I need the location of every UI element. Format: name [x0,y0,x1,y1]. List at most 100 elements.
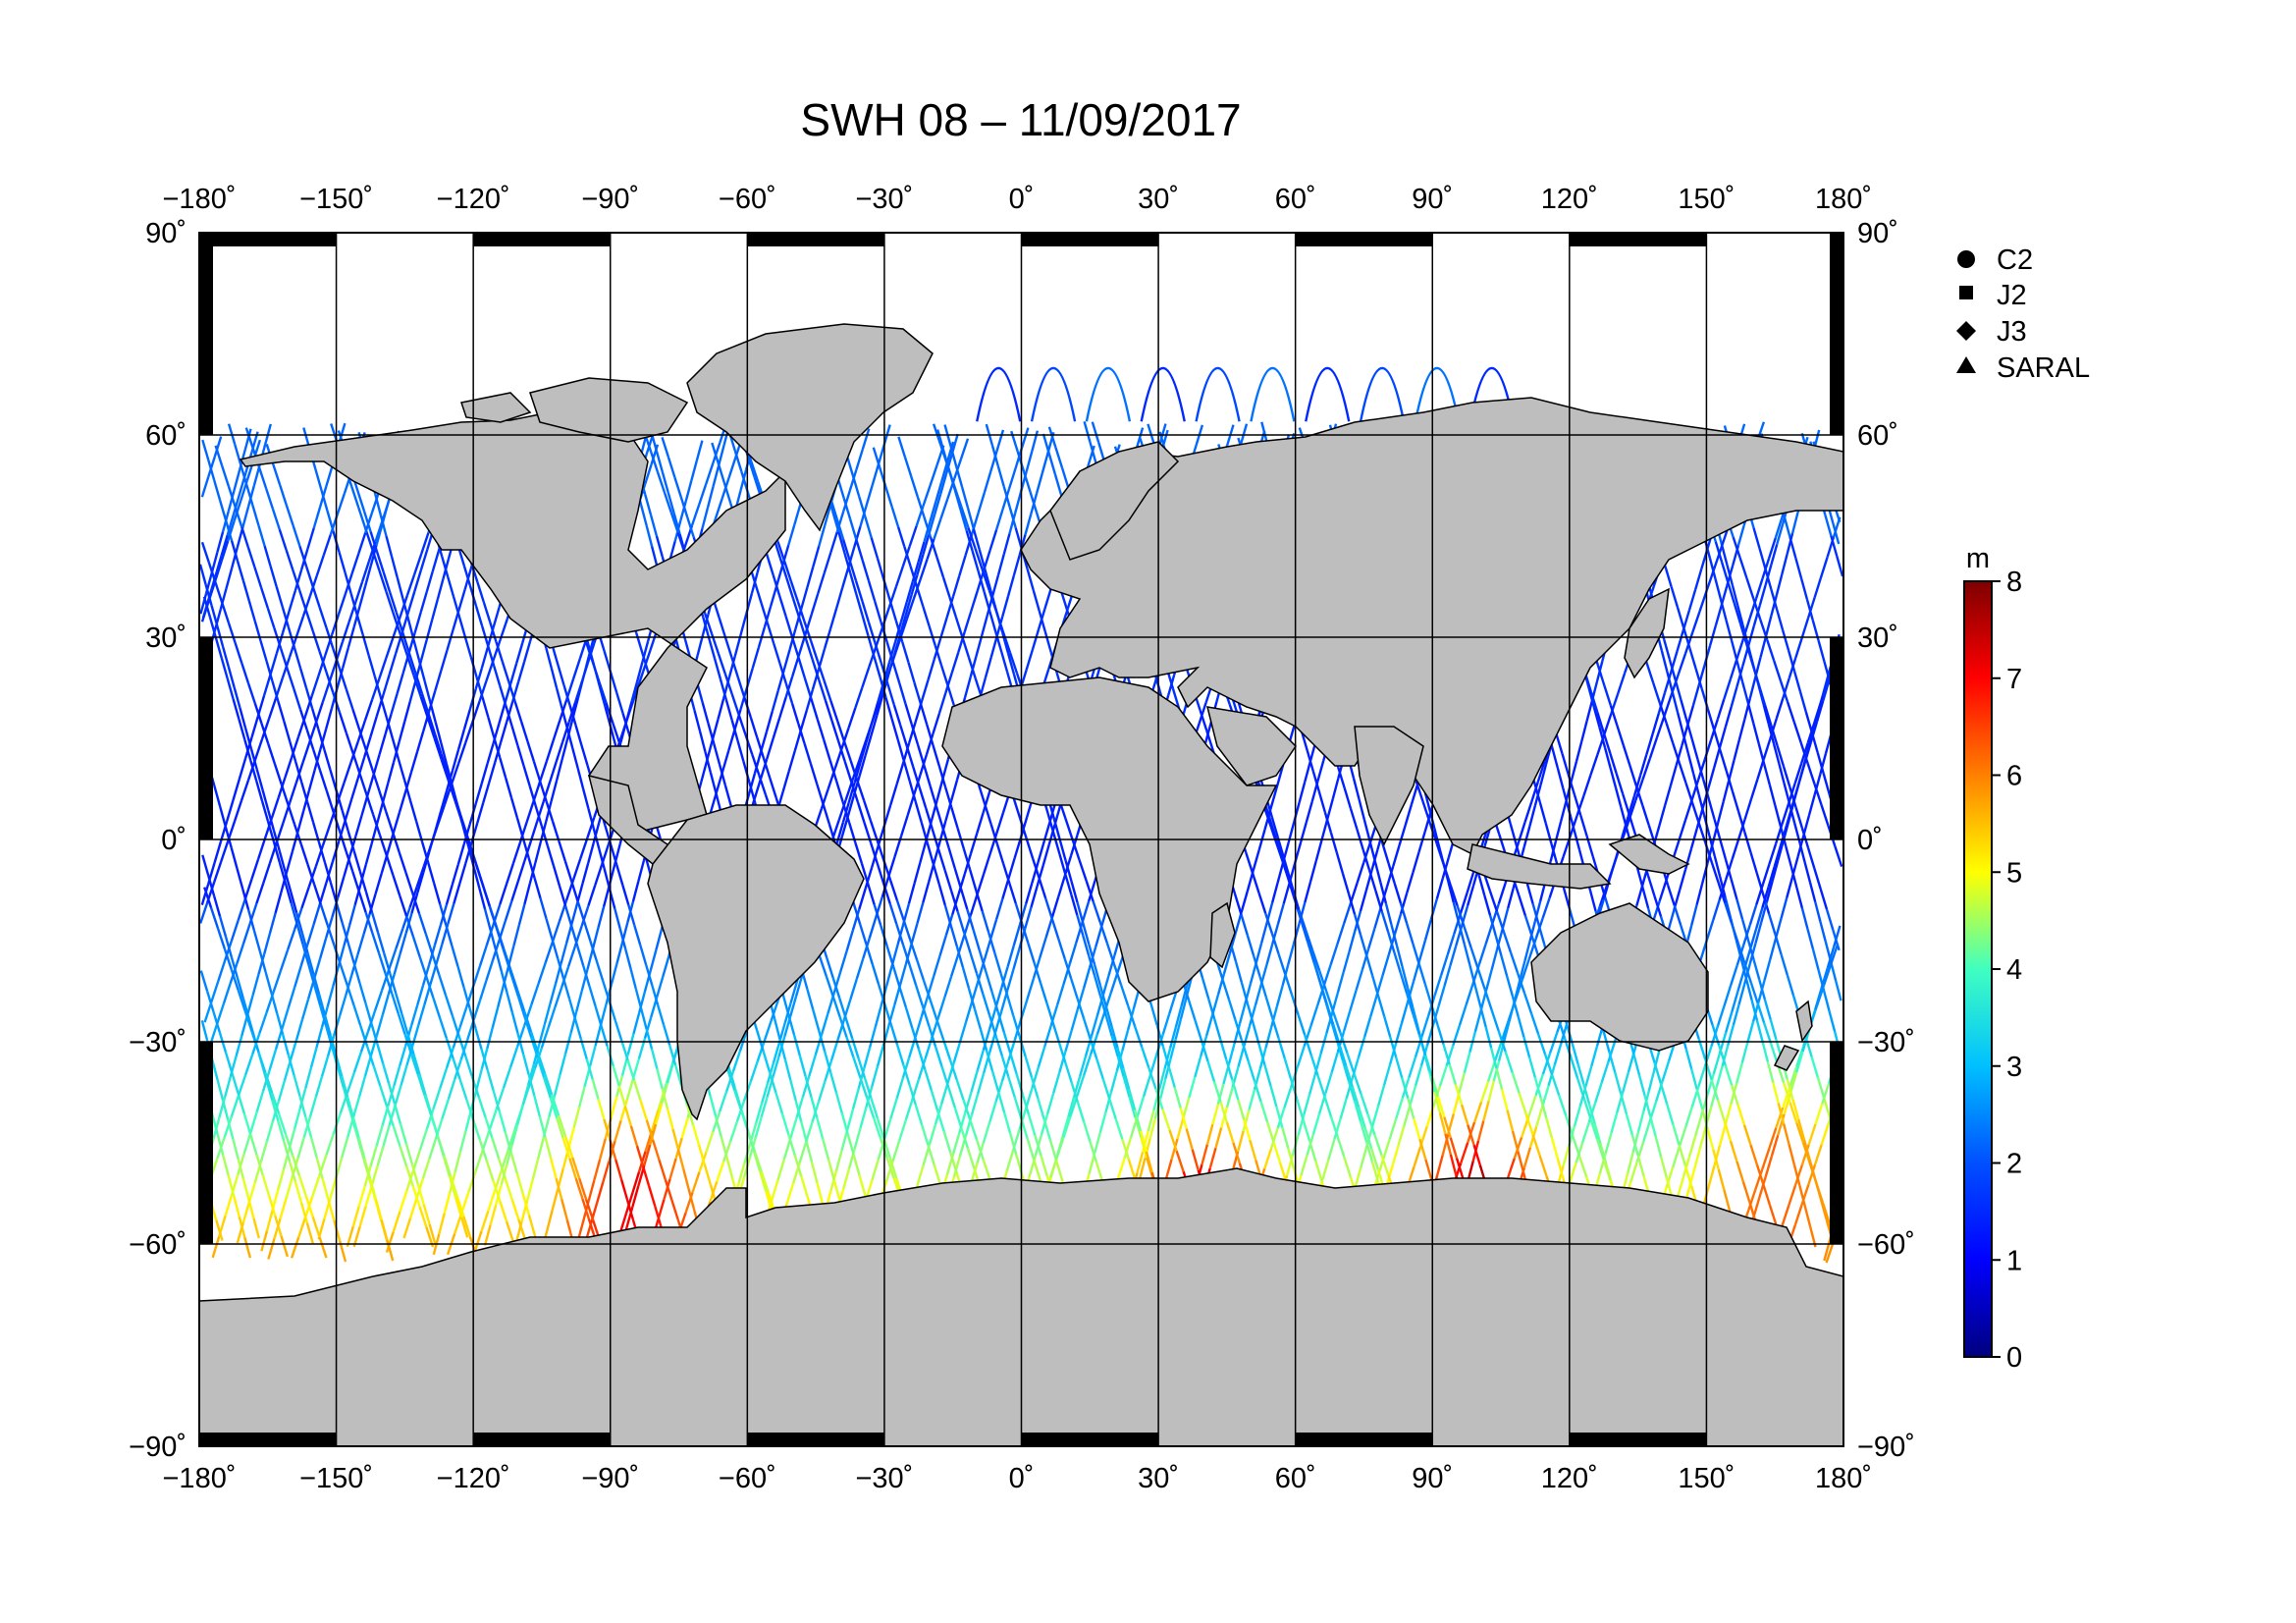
track-segment [1373,906,1382,929]
track-segment [1269,1085,1278,1108]
track-segment [1145,1151,1153,1173]
track-segment [408,680,417,702]
track-segment [1043,588,1052,610]
track-segment [1634,779,1644,801]
track-segment [214,581,224,604]
track-segment [773,642,781,665]
track-segment [1388,1117,1398,1140]
track-segment [661,1088,669,1109]
track-segment [1199,710,1208,731]
track-segment [364,1002,373,1024]
track-segment [457,742,467,764]
track-segment [1281,1126,1290,1149]
track-segment [667,1044,677,1065]
track-segment [352,1004,362,1026]
track-segment [749,717,759,738]
track-segment [988,1101,997,1123]
track-segment [338,712,347,733]
track-segment [1265,1121,1275,1143]
track-segment [432,1088,442,1109]
track-segment [803,743,813,765]
track-segment [571,747,579,769]
track-segment [908,780,917,802]
track-segment [391,993,400,1014]
track-segment [886,683,895,706]
track-segment [1064,874,1073,895]
track-segment [386,832,395,854]
track-segment [673,476,683,498]
track-segment [1361,947,1370,970]
track-segment [543,1073,554,1096]
track-segment [810,698,819,720]
track-segment [279,1198,288,1219]
track-segment [656,1068,664,1090]
track-segment [561,978,571,1000]
track-segment [440,742,449,765]
track-segment [756,1040,766,1062]
track-segment [932,744,940,767]
track-segment [769,777,777,798]
track-segment [835,587,844,609]
track-segment [1400,1001,1410,1024]
track-segment [290,902,298,925]
track-segment [561,738,569,761]
track-segment [888,599,897,622]
track-segment [800,586,809,609]
track-segment [1220,1107,1229,1128]
track-segment [1386,931,1396,953]
track-segment [510,1124,519,1146]
track-segment [912,774,922,796]
track-segment [538,1023,547,1045]
track-segment [1732,545,1740,567]
track-segment [994,1010,1003,1033]
track-segment [898,1119,907,1142]
track-segment [247,1198,255,1219]
track-segment [218,915,228,938]
track-segment [957,873,966,895]
track-segment [877,1138,886,1161]
track-segment [423,680,432,703]
track-segment [598,847,606,869]
track-segment [1055,984,1065,1005]
track-segment [431,551,440,572]
track-segment [1237,1046,1246,1067]
track-segment [631,881,640,902]
track-segment [910,922,919,945]
track-segment [929,1000,938,1021]
track-segment [511,842,521,864]
track-segment [522,641,532,663]
track-segment [934,1046,943,1067]
track-segment [1263,1148,1273,1169]
chart-title: SWH 08 – 11/09/2017 [800,94,1241,145]
track-segment [1610,1112,1619,1134]
track-segment [460,1191,470,1214]
track-segment [1463,944,1471,965]
track-segment [255,1090,265,1112]
track-segment [996,1011,1006,1033]
track-segment [512,924,521,947]
track-segment [850,781,860,803]
track-segment [502,947,512,970]
track-segment [860,863,870,885]
track-segment [555,741,564,763]
track-segment [923,521,932,543]
track-segment [1394,1022,1404,1045]
track-segment [972,528,981,550]
track-segment [570,902,579,924]
track-segment [1370,975,1380,997]
track-segment [237,1159,245,1179]
track-segment [799,1120,808,1143]
track-segment [1806,763,1816,785]
track-segment [965,530,974,552]
track-segment [1057,875,1066,897]
track-segment [451,864,459,886]
track-segment [1052,819,1061,840]
track-segment [1691,611,1701,633]
track-segment [236,868,244,890]
track-segment [716,1161,725,1182]
track-segment [1070,881,1079,903]
track-segment [619,1178,629,1201]
track-segment [1012,797,1022,819]
track-segment [299,1202,309,1223]
track-segment [690,504,701,526]
